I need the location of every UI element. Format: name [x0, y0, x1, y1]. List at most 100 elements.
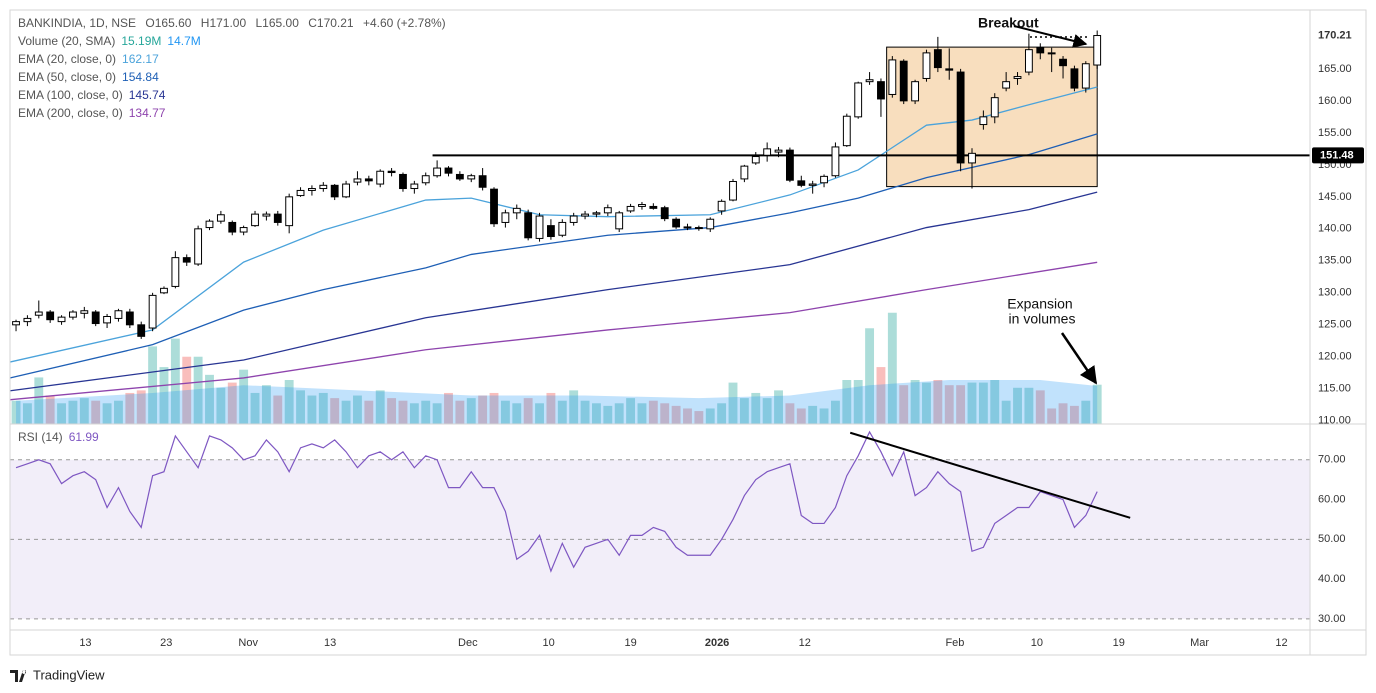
ohlc-value: 171.00 — [209, 16, 246, 30]
candle-body — [262, 213, 271, 217]
legend-name: EMA (100, close, 0) — [18, 88, 123, 102]
symbol: BANKINDIA, 1D, NSE — [18, 16, 136, 30]
volume-bar — [933, 380, 943, 424]
volume-bar — [671, 405, 681, 424]
legend-name: EMA (20, close, 0) — [18, 52, 116, 66]
candle-body — [569, 215, 578, 223]
candle-body — [433, 167, 442, 177]
candle-body — [205, 220, 214, 229]
candle-body — [683, 226, 692, 229]
candle-body — [660, 207, 669, 220]
candle-body — [239, 227, 248, 233]
candle-body — [831, 146, 840, 177]
x-tick-label: 19 — [1113, 637, 1125, 649]
volume-bar — [592, 403, 601, 424]
volume-bar — [876, 367, 886, 424]
volume-bar — [1081, 400, 1091, 424]
legend-value: 134.77 — [129, 106, 166, 120]
ohlc-label: H — [201, 16, 210, 30]
rsi-line — [15, 430, 1098, 573]
volume-bar — [136, 390, 146, 424]
candle-body — [160, 287, 168, 294]
candle-body — [603, 207, 612, 214]
candle-body — [911, 81, 920, 102]
candle-body — [103, 316, 111, 324]
candle-body — [399, 173, 407, 190]
volume-bar — [79, 398, 89, 424]
volume-bar — [68, 400, 78, 424]
volume-bar — [34, 377, 44, 424]
candle-body — [968, 152, 976, 164]
candle-body — [774, 149, 783, 153]
volume-bar — [990, 380, 1000, 424]
volume-bar — [273, 395, 283, 424]
legend-entry: EMA (100, close, 0) 145.74 — [18, 88, 166, 102]
legend-entry: RSI (14) 61.99 — [18, 430, 99, 444]
candle-body — [956, 71, 965, 164]
rsi-tick-label: 70.00 — [1318, 454, 1346, 466]
candle-body — [877, 81, 885, 100]
candle-body — [638, 204, 646, 207]
candle-body — [888, 59, 897, 95]
volume-bar — [239, 369, 249, 424]
candle-body — [182, 257, 191, 263]
y-tick-label: 120.00 — [1318, 351, 1352, 363]
y-tick-label: 125.00 — [1318, 319, 1352, 331]
volume-bar — [261, 385, 271, 424]
frame-border — [9, 9, 1367, 656]
volume-bar — [159, 367, 169, 424]
volume-bar — [375, 390, 385, 424]
candle-body — [933, 49, 942, 69]
legend-entry: EMA (200, close, 0) 134.77 — [18, 106, 166, 120]
candle-body — [820, 175, 828, 184]
candle-body — [1047, 52, 1056, 55]
candle-body — [694, 227, 703, 230]
candle-body — [865, 79, 874, 83]
volume-bar — [193, 356, 203, 424]
x-tick-label: 23 — [160, 637, 172, 649]
volume-bar — [216, 387, 226, 424]
legend-name: EMA (200, close, 0) — [18, 106, 123, 120]
volume-bar — [318, 392, 328, 424]
rsi-tick-label: 50.00 — [1318, 533, 1346, 545]
candle-body — [979, 116, 988, 126]
candle-body — [387, 170, 396, 174]
annotation-breakout: Breakout — [978, 15, 1039, 31]
plot-area — [10, 30, 1310, 573]
candle-body — [342, 183, 350, 198]
candle-body — [945, 68, 954, 71]
candle-body — [91, 311, 100, 325]
volume-bar — [762, 398, 772, 424]
volume-bar — [956, 385, 966, 424]
x-tick-label: 12 — [1275, 637, 1287, 649]
ohlc-label: C — [308, 16, 317, 30]
candle-body — [729, 180, 737, 201]
brand-name: TradingView — [33, 667, 105, 682]
ema-line — [10, 261, 1098, 401]
y-tick-label: 135.00 — [1318, 255, 1352, 267]
candle-body — [626, 205, 635, 212]
brand: TradingView — [10, 667, 105, 682]
volume-bar — [922, 382, 931, 424]
x-tick-label: Nov — [238, 637, 258, 649]
volume-bar — [455, 400, 465, 424]
volume-bar — [489, 392, 499, 424]
volume-bar — [125, 392, 135, 424]
candle-body — [1070, 68, 1079, 89]
legend-value: 15.19M — [121, 34, 161, 48]
volume-bar — [626, 398, 636, 424]
y-tick-label: 110.00 — [1318, 415, 1351, 427]
legend-entry: EMA (50, close, 0) 154.84 — [18, 70, 159, 84]
volume-bar — [785, 403, 795, 424]
candle-body — [46, 311, 55, 321]
volume-bar — [728, 382, 738, 424]
candle-body — [922, 52, 931, 79]
legend-value: 61.99 — [69, 430, 99, 444]
y-tick-label: 145.00 — [1318, 191, 1352, 203]
candle-body — [717, 200, 726, 212]
level-label: 151.48 — [1320, 149, 1354, 161]
candle-body — [615, 212, 624, 230]
candle-body — [842, 115, 851, 147]
y-tick-label: 115.00 — [1318, 383, 1351, 395]
volume-bar — [910, 380, 920, 424]
